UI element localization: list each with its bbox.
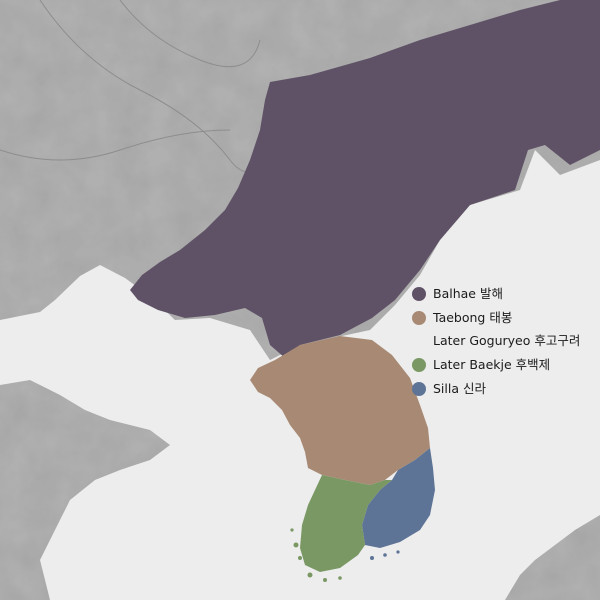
region-taebong (250, 336, 430, 485)
legend-item-balhae: Balhae 발해 (412, 285, 600, 302)
island-cluster (290, 528, 342, 582)
legend-swatch (412, 311, 426, 325)
map-legend: Balhae 발해 Taebong 태봉 Later Goguryeo 후고구려… (412, 285, 600, 404)
river (0, 129, 231, 161)
legend-label: Balhae 발해 (433, 286, 503, 301)
legend-swatch (412, 358, 426, 372)
legend-label: Later Baekje 후백제 (433, 357, 551, 372)
legend-item-silla: Silla 신라 (412, 380, 600, 397)
legend-item-later-baekje: Later Baekje 후백제 (412, 356, 600, 373)
region-later-baekje (300, 475, 392, 572)
legend-label: Silla 신라 (433, 381, 486, 396)
legend-label: Taebong 태봉 (433, 310, 513, 325)
legend-swatch (412, 287, 426, 301)
legend-swatch (412, 382, 426, 396)
land-japan (505, 515, 600, 600)
legend-item-taebong: Taebong 태봉 Later Goguryeo 후고구려 (412, 309, 600, 349)
land-shandong (0, 380, 170, 600)
region-silla (362, 448, 435, 548)
island-cluster (370, 550, 400, 560)
legend-label-line2: Later Goguryeo 후고구려 (433, 333, 581, 348)
region-balhae (130, 0, 600, 358)
river (119, 0, 261, 68)
